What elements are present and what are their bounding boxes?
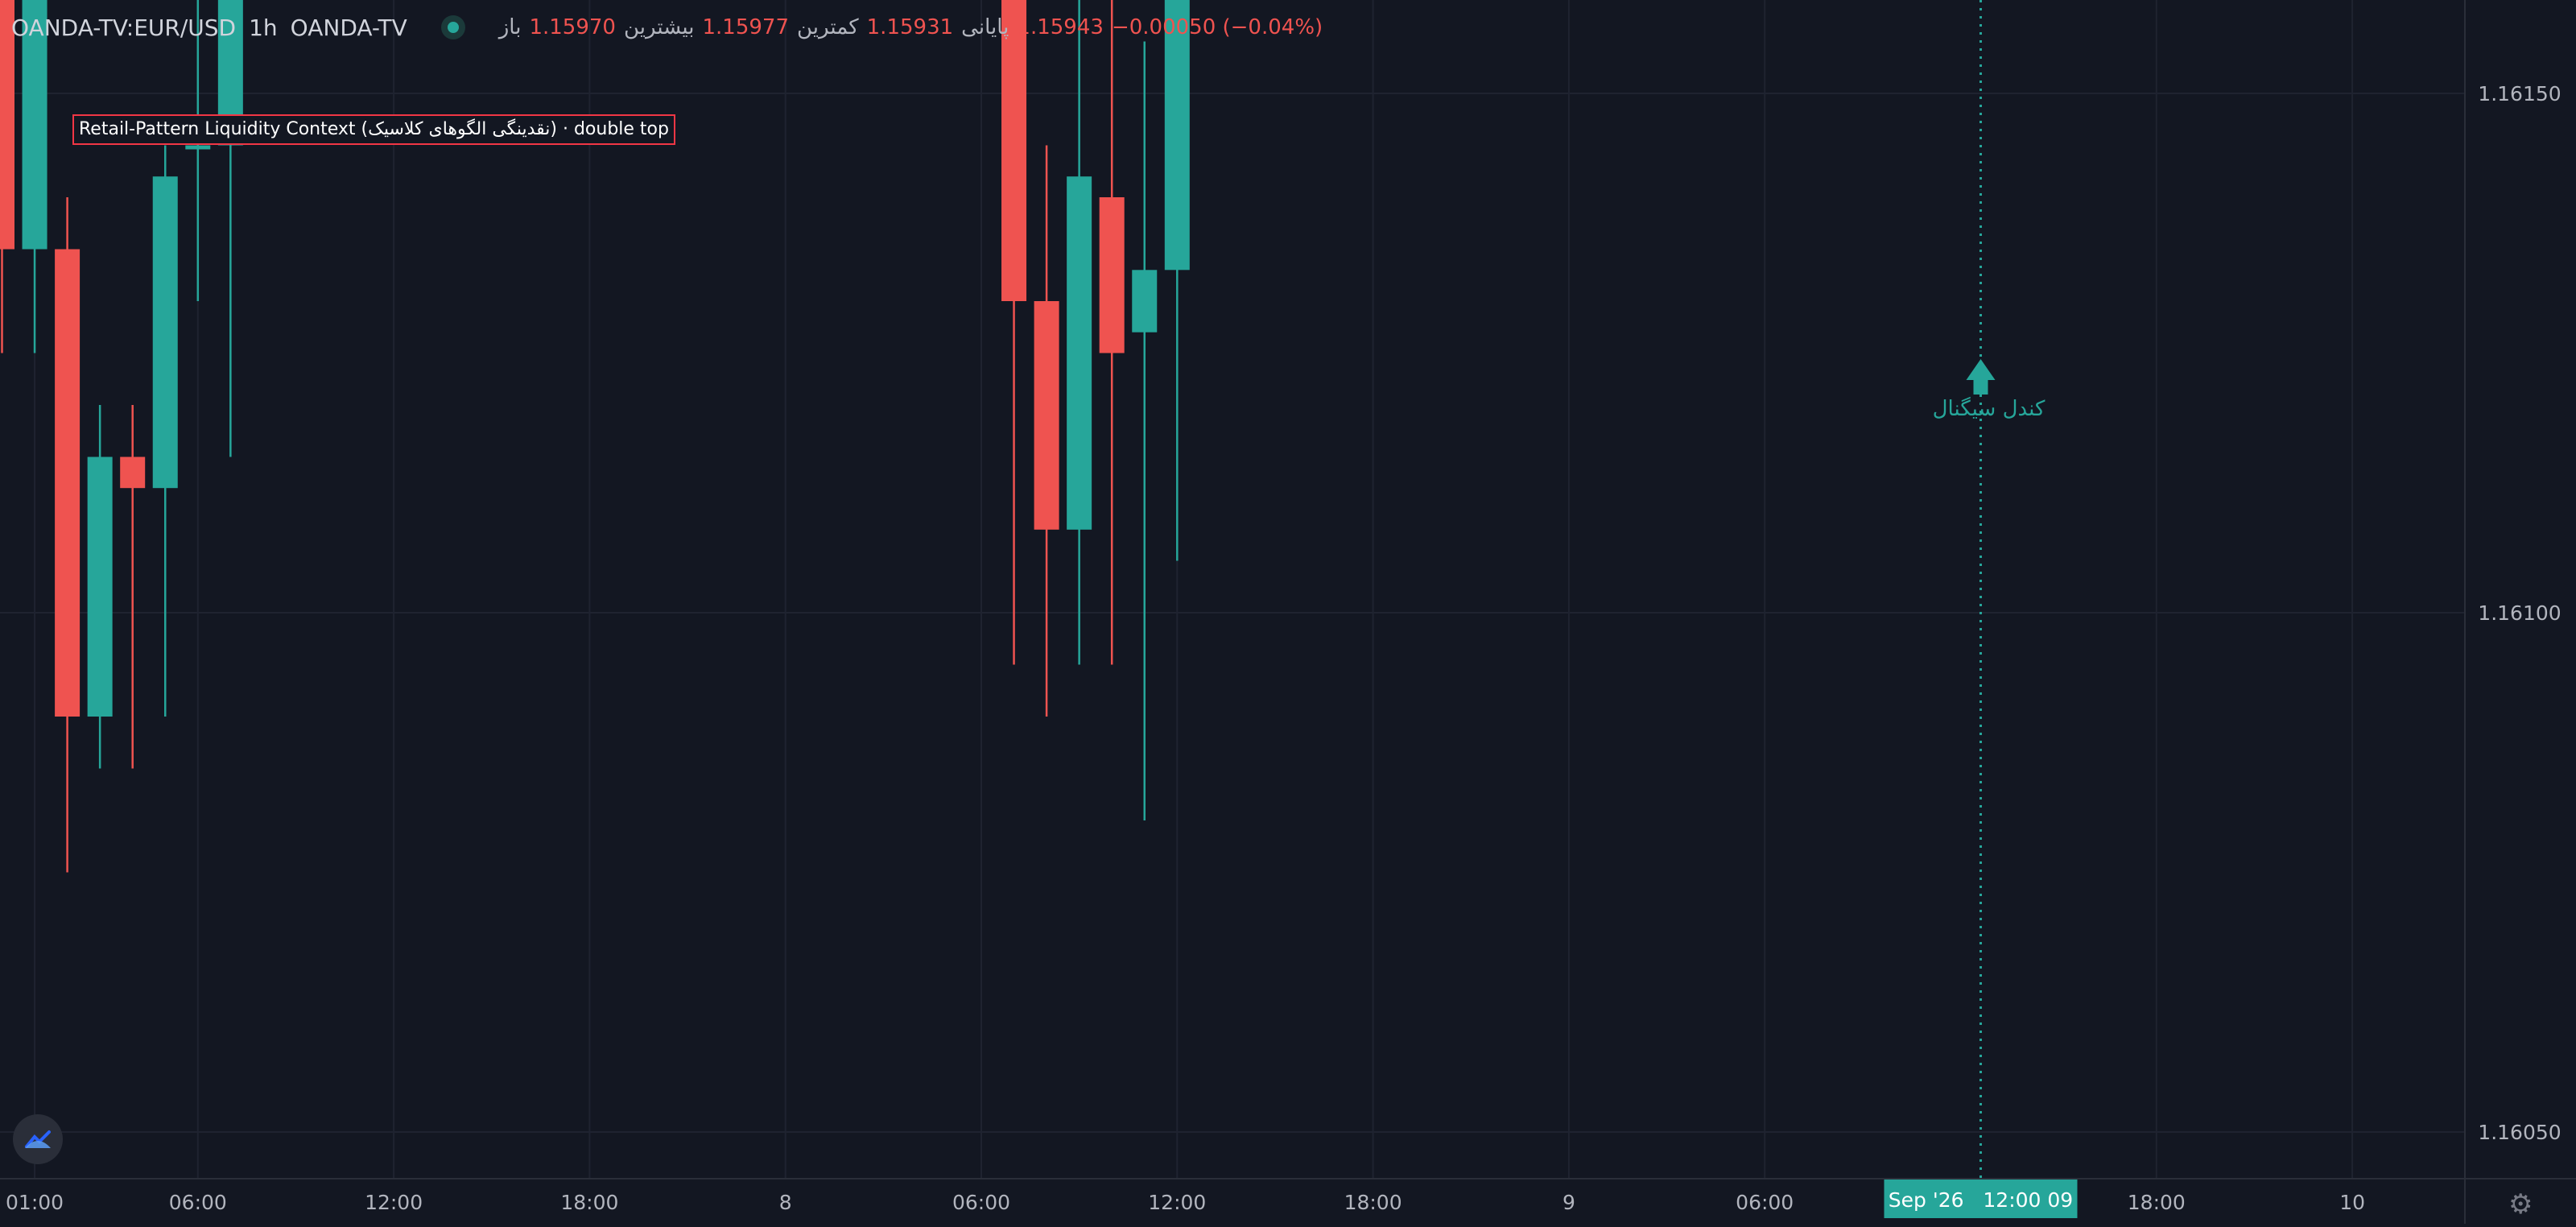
time-tick-label: 8 [779, 1191, 792, 1214]
gear-icon[interactable]: ⚙ [2508, 1188, 2533, 1221]
candle-bearish [1099, 0, 1125, 665]
time-tick-label: 01:00 [6, 1191, 64, 1214]
symbol-name[interactable]: OANDA-TV:EUR/USD [11, 14, 237, 41]
time-tick-label: 06:00 [952, 1191, 1010, 1214]
high-label: بیشترین [623, 15, 695, 39]
time-tick-label: 9 [1563, 1191, 1575, 1214]
time-tick-label: 10 [2339, 1191, 2365, 1214]
time-tick-label: 18:00 [2128, 1191, 2186, 1214]
tradingview-logo-icon[interactable] [13, 1114, 63, 1164]
time-tick-label: 18:00 [560, 1191, 618, 1214]
low-label: کمترین [797, 15, 859, 39]
candle-body [1099, 197, 1125, 353]
time-tick-label: 12:00 [365, 1191, 423, 1214]
candle-bearish [0, 0, 14, 353]
price-tick-label: 1.16100 [2478, 601, 2561, 625]
candle-bullish [152, 145, 178, 717]
candle-body [55, 249, 80, 717]
candle-body [1001, 0, 1027, 301]
market-status-icon[interactable] [440, 15, 465, 39]
close-value: 1.15943 [1017, 15, 1104, 39]
open-label: باز [498, 15, 522, 39]
candle-bullish [185, 0, 211, 301]
close-label: پایانی [961, 15, 1009, 39]
crosshair-time-text: Sep '26 12:00 09 [1889, 1188, 2073, 1212]
interval-label[interactable]: 1h [249, 14, 278, 41]
candle-body [1132, 270, 1158, 333]
candle-bullish [87, 405, 113, 769]
candle-bullish [1132, 41, 1158, 820]
candle-body [87, 457, 113, 717]
candle-body [185, 145, 211, 150]
candle-body [1164, 0, 1190, 271]
candle-bearish [1034, 145, 1059, 717]
candle-bullish [1067, 0, 1092, 665]
time-tick-label: 12:00 [1148, 1191, 1206, 1214]
time-tick-label: 18:00 [1344, 1191, 1402, 1214]
price-tick-label: 1.16150 [2478, 82, 2561, 105]
high-value: 1.15977 [702, 15, 789, 39]
price-tick-label: 1.16050 [2478, 1121, 2561, 1144]
candle-bullish [1164, 0, 1190, 561]
candle-body [1067, 176, 1092, 530]
ohlc-values: باز 1.15970 بیشترین 1.15977 کمترین 1.159… [499, 15, 1323, 39]
low-value: 1.15931 [866, 15, 954, 39]
candle-bearish [120, 405, 146, 769]
candle-body [22, 0, 47, 250]
symbol-legend: OANDA-TV:EUR/USD 1h OANDA-TV باز 1.15970… [11, 10, 1323, 45]
crosshair-time-badge: Sep '26 12:00 09 [1884, 1179, 2078, 1218]
candle-bearish [55, 197, 80, 873]
candle-body [120, 457, 146, 489]
candle-body [152, 176, 178, 489]
candle-body [0, 0, 14, 250]
open-value: 1.15970 [529, 15, 616, 39]
candle-bearish [1001, 0, 1027, 665]
candle-body [1034, 301, 1059, 530]
time-tick-label: 06:00 [169, 1191, 227, 1214]
crosshair-time-badge-bg [1884, 1179, 2078, 1218]
signal-up-arrow-icon [1966, 359, 1996, 395]
candle-bullish [22, 0, 47, 353]
signal-candle-label: کندل سیگنال [1933, 396, 2046, 421]
pattern-annotation[interactable]: Retail-Pattern Liquidity Context (نقدینگ… [72, 114, 675, 145]
time-tick-label: 06:00 [1736, 1191, 1794, 1214]
price-change: −0.00050 (−0.04%) [1111, 15, 1323, 39]
data-source-label: OANDA-TV [290, 14, 407, 41]
